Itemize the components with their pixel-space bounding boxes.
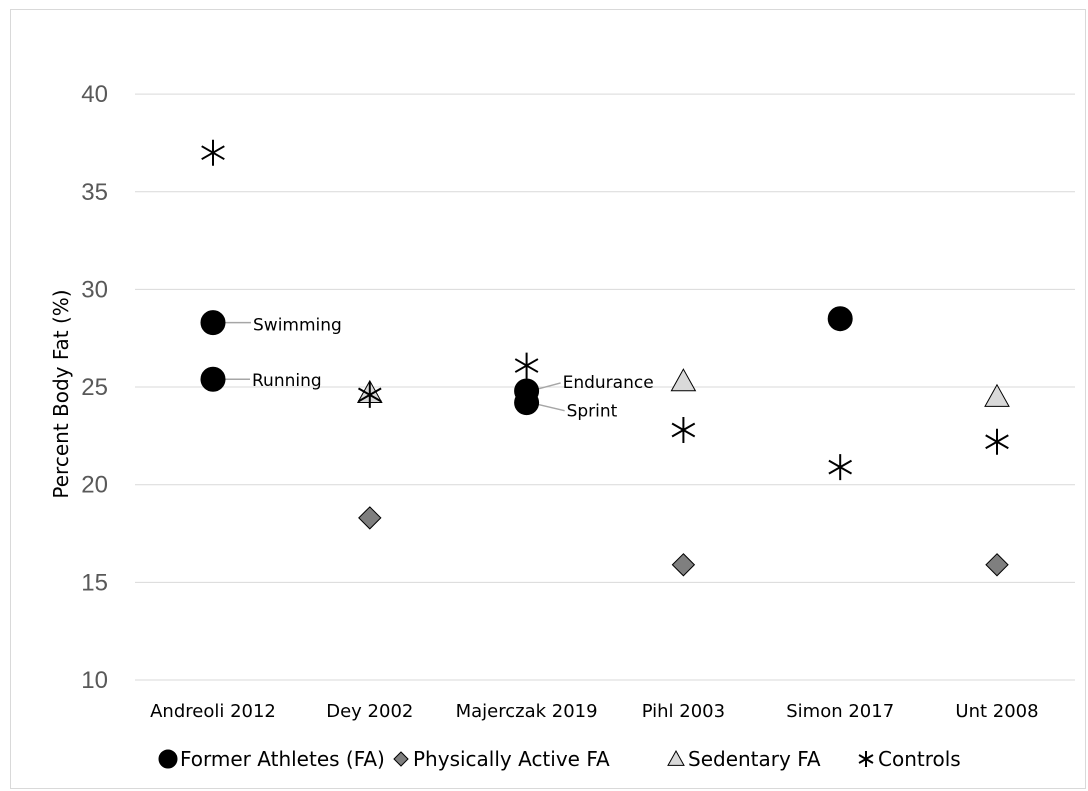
y-tick-label-20: 20 <box>81 472 108 499</box>
point-former-athletes-fa-andreoli-2012-swimming <box>200 310 226 336</box>
point-physically-active-fa-pihl-2003 <box>671 553 696 577</box>
legend: Former Athletes (FA) Physically Active FA… <box>158 747 961 771</box>
chart-frame <box>10 9 1086 789</box>
gridlines <box>135 93 1075 681</box>
point-controls-unt-2008 <box>985 428 1009 455</box>
y-axis-ticks: 10 15 20 25 30 35 40 <box>81 81 108 694</box>
x-category-label-simon-2017: Simon 2017 <box>786 701 894 722</box>
point-controls-dey-2002 <box>357 381 382 408</box>
annotation-running: Running <box>252 371 322 391</box>
legend-marker-controls <box>858 751 874 767</box>
point-former-athletes-fa-majerczak-2019-sprint <box>514 390 540 416</box>
y-axis-label: Percent Body Fat (%) <box>49 289 73 498</box>
annotation-sprint: Sprint <box>567 402 618 422</box>
legend-marker-physically-active-fa <box>393 751 409 767</box>
point-annotations: Swimming Running Endurance Sprint <box>252 316 654 422</box>
data-points <box>200 139 1010 577</box>
point-controls-simon-2017 <box>828 454 853 481</box>
point-former-athletes-fa-andreoli-2012-running <box>200 366 226 392</box>
x-axis-categories: Andreoli 2012 Dey 2002 Majerczak 2019 Pihl … <box>150 701 1038 722</box>
x-category-label-dey-2002: Dey 2002 <box>326 701 413 722</box>
legend-marker-sedentary-fa <box>667 749 685 766</box>
y-tick-label-25: 25 <box>81 374 108 401</box>
point-controls-andreoli-2012 <box>201 139 225 166</box>
point-controls-majerczak-2019 <box>514 352 539 379</box>
annotation-swimming: Swimming <box>253 316 342 336</box>
annotation-connectors <box>217 321 565 412</box>
point-controls-pihl-2003 <box>671 417 696 444</box>
y-tick-label-15: 15 <box>81 569 108 596</box>
annotation-endurance: Endurance <box>563 373 654 393</box>
legend-label-sedentary-fa: Sedentary FA <box>688 747 821 771</box>
y-tick-label-35: 35 <box>81 179 108 206</box>
point-sedentary-fa-unt-2008 <box>984 383 1010 407</box>
x-category-label-majerczak-2019: Majerczak 2019 <box>456 701 598 722</box>
x-category-label-pihl-2003: Pihl 2003 <box>642 701 725 722</box>
legend-marker-former-athletes-fa <box>158 749 178 769</box>
point-physically-active-fa-unt-2008 <box>985 553 1009 577</box>
y-tick-label-40: 40 <box>81 81 108 108</box>
x-category-label-andreoli-2012: Andreoli 2012 <box>150 701 276 722</box>
y-tick-label-10: 10 <box>81 667 108 694</box>
point-physically-active-fa-dey-2002 <box>358 506 382 530</box>
legend-label-former-athletes-fa: Former Athletes (FA) <box>180 747 385 771</box>
point-former-athletes-fa-simon-2017 <box>827 306 853 332</box>
x-category-label-unt-2008: Unt 2008 <box>955 701 1038 722</box>
point-sedentary-fa-pihl-2003 <box>670 368 697 392</box>
y-tick-label-30: 30 <box>81 276 108 303</box>
legend-label-physically-active-fa: Physically Active FA <box>413 747 610 771</box>
legend-label-controls: Controls <box>878 747 961 771</box>
